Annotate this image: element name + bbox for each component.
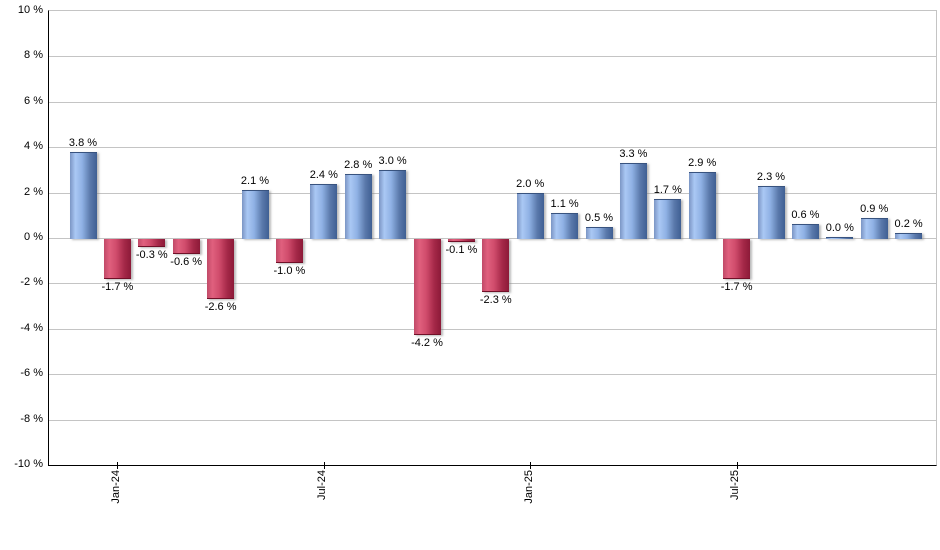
positive-bar bbox=[860, 217, 888, 239]
bar-value-label: 2.9 % bbox=[688, 157, 717, 170]
x-axis-tick-label: Jan-24 bbox=[109, 470, 122, 504]
bar-value-label: 3.0 % bbox=[378, 154, 407, 167]
bar-value-label: -0.3 % bbox=[135, 248, 168, 261]
bar-value-label: 0.9 % bbox=[860, 202, 889, 215]
positive-bar bbox=[551, 213, 579, 239]
negative-bar bbox=[172, 239, 200, 254]
y-axis-tick-label: 8 % bbox=[24, 49, 43, 62]
bar-value-label: -2.6 % bbox=[204, 301, 237, 314]
bar-value-label: 2.8 % bbox=[344, 159, 373, 172]
positive-bar bbox=[791, 224, 819, 239]
negative-bar bbox=[103, 239, 131, 279]
x-axis-tick-label: Jul-25 bbox=[729, 470, 742, 500]
y-axis-tick-label: 2 % bbox=[24, 185, 43, 198]
plot-area: 3.8 % -1.7 % -0.3 % -0.6 % -2.6 % 2.1 % -1.0 %… bbox=[48, 10, 937, 469]
negative-bar bbox=[447, 239, 475, 243]
y-axis-tick-label: 4 % bbox=[24, 140, 43, 153]
y-axis-tick-label: -6 % bbox=[20, 367, 43, 380]
positive-bar bbox=[516, 192, 544, 239]
bar-value-label: 3.8 % bbox=[68, 136, 98, 149]
positive-bar bbox=[379, 169, 407, 239]
negative-bar bbox=[413, 239, 441, 336]
bar-value-label: 2.3 % bbox=[756, 170, 786, 183]
bar-value-label: -0.1 % bbox=[445, 244, 478, 257]
positive-bar bbox=[826, 236, 854, 239]
bar-value-label: 0.6 % bbox=[791, 209, 820, 222]
bar-value-label: -1.0 % bbox=[273, 264, 306, 277]
positive-bar bbox=[619, 163, 647, 239]
gridline bbox=[49, 238, 936, 239]
negative-bar bbox=[723, 239, 751, 279]
bar-value-label: -1.7 % bbox=[720, 280, 753, 293]
gridline bbox=[49, 419, 936, 421]
positive-bar bbox=[654, 199, 682, 239]
negative-bar bbox=[275, 239, 303, 263]
bar-value-label: -2.3 % bbox=[479, 294, 512, 307]
gridline bbox=[49, 374, 936, 376]
x-axis-tick bbox=[530, 462, 532, 469]
x-axis-tick-label: Jan-25 bbox=[522, 470, 535, 504]
x-axis-tick bbox=[736, 462, 738, 469]
x-axis-tick bbox=[323, 462, 325, 469]
gridline bbox=[49, 101, 936, 103]
positive-bar bbox=[241, 190, 269, 239]
bar-value-label: 1.1 % bbox=[550, 198, 579, 211]
bar-value-label: 0.2 % bbox=[894, 218, 923, 231]
positive-bar bbox=[310, 183, 338, 239]
x-axis-tick bbox=[117, 462, 119, 469]
y-axis-tick-label: 6 % bbox=[24, 94, 43, 107]
bar-value-label: -0.6 % bbox=[170, 255, 203, 268]
gridline bbox=[49, 147, 936, 149]
y-axis-tick-label: -8 % bbox=[20, 412, 43, 425]
negative-bar bbox=[138, 239, 166, 247]
y-axis-tick-label: -10 % bbox=[14, 458, 43, 470]
y-axis-tick-label: 0 % bbox=[24, 231, 43, 243]
positive-bar bbox=[895, 233, 923, 239]
y-axis-tick-label: 10 % bbox=[17, 4, 43, 16]
positive-bar bbox=[585, 226, 613, 239]
positive-bar bbox=[688, 172, 716, 239]
positive-bar bbox=[757, 185, 785, 239]
bar-value-label: 2.0 % bbox=[516, 177, 545, 190]
bar-value-label: 2.4 % bbox=[309, 168, 338, 181]
negative-bar bbox=[207, 239, 235, 300]
positive-bar bbox=[69, 151, 97, 239]
bar-value-label: 1.7 % bbox=[653, 184, 682, 197]
gridline bbox=[49, 56, 936, 58]
positive-bar bbox=[344, 174, 372, 239]
negative-bar bbox=[482, 239, 510, 293]
bar-value-label: -4.2 % bbox=[411, 337, 443, 350]
bar-value-label: -1.7 % bbox=[101, 280, 134, 293]
gridline bbox=[49, 192, 936, 194]
gridline bbox=[49, 328, 936, 330]
bar-value-label: 3.3 % bbox=[619, 148, 648, 161]
bar-value-label: 2.1 % bbox=[240, 175, 270, 188]
bar-value-label: 0.0 % bbox=[825, 221, 854, 234]
y-axis-tick-label: -4 % bbox=[20, 321, 43, 334]
bar-value-label: 0.5 % bbox=[584, 211, 614, 224]
x-axis-tick-label: Jul-24 bbox=[316, 470, 329, 500]
y-axis-tick-label: -2 % bbox=[20, 276, 43, 289]
